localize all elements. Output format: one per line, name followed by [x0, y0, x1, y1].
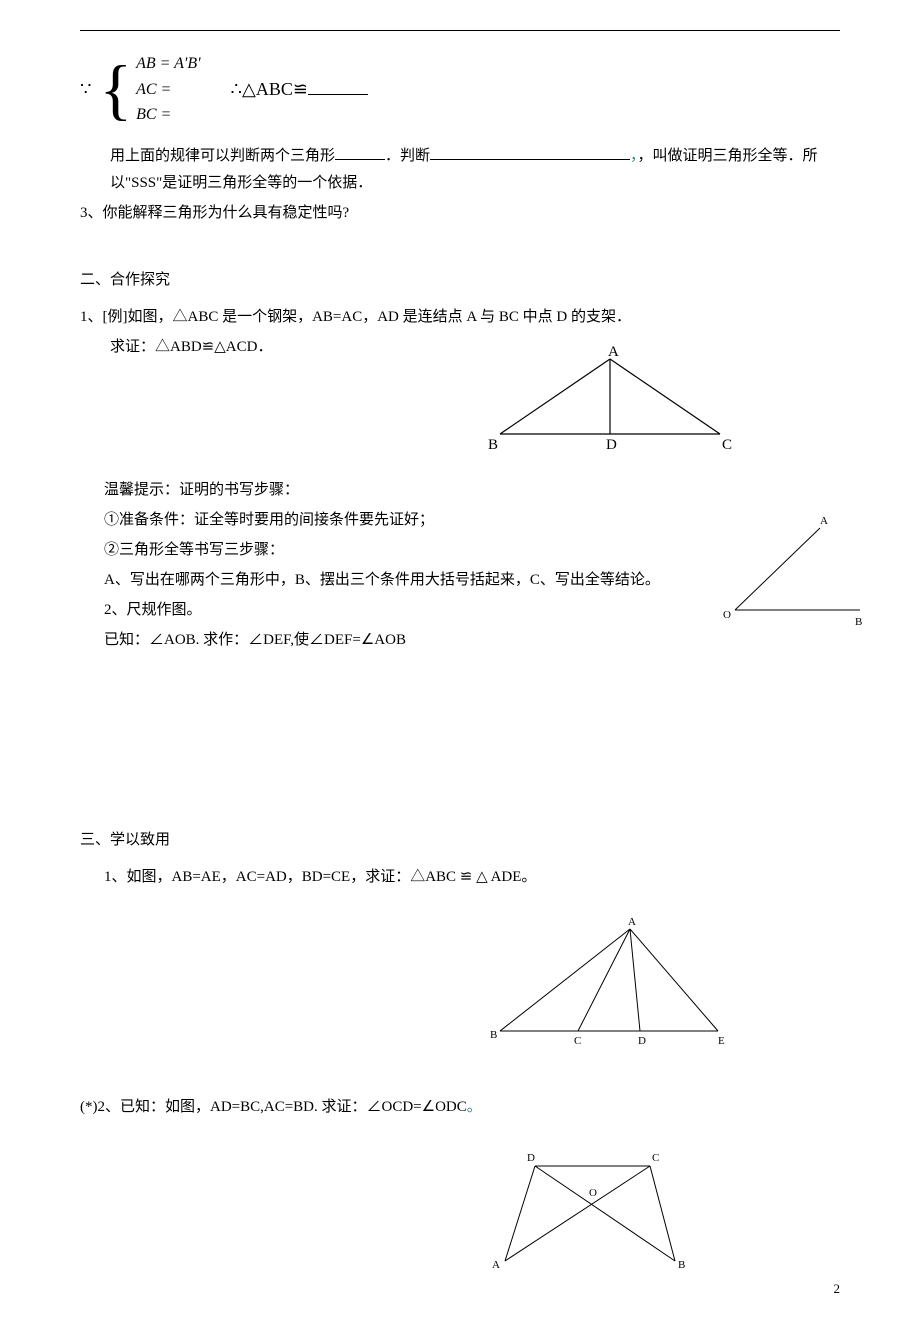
question-3: 3、你能解释三角形为什么具有稳定性吗? — [80, 200, 840, 227]
brace-line3: BC = — [136, 102, 200, 128]
svg-text:A: A — [628, 916, 636, 928]
brace-left: { — [99, 59, 132, 120]
svg-triangle-abe: A B C D E — [480, 911, 740, 1051]
therefore-text: ∴△ABC≌ — [231, 73, 368, 105]
brace-line2: AC = — [136, 77, 200, 103]
svg-text:C: C — [722, 437, 732, 453]
top-rule — [80, 30, 840, 31]
problem-2: (*)2、已知：如图，AD=BC,AC=BD. 求证：∠OCD=∠ODC。 — [80, 1094, 840, 1121]
figure-adbc: D C O A B — [480, 1141, 840, 1291]
svg-text:D: D — [606, 437, 617, 453]
svg-text:B: B — [488, 437, 498, 453]
brace-content: AB = A'B' AC = BC = — [136, 51, 200, 128]
page-number: 2 — [834, 1277, 841, 1300]
because-symbol: ∵ — [80, 73, 91, 105]
svg-text:B: B — [855, 616, 862, 628]
section-2-title: 二、合作探究 — [80, 267, 840, 294]
svg-text:D: D — [638, 1035, 646, 1047]
section-3-title: 三、学以致用 — [80, 827, 840, 854]
hint-title: 温馨提示：证明的书写步骤： — [80, 477, 840, 504]
svg-triangle-abc-d: A B D C — [480, 344, 740, 454]
brace-equations: ∵ { AB = A'B' AC = BC = ∴△ABC≌ — [80, 51, 840, 128]
svg-text:C: C — [574, 1035, 581, 1047]
figure-triangle-abe: A B C D E — [480, 911, 840, 1051]
svg-text:B: B — [678, 1259, 685, 1271]
example2-line2: 已知：∠AOB. 求作：∠DEF,使∠DEF=∠AOB — [80, 627, 840, 654]
svg-text:C: C — [652, 1152, 659, 1164]
svg-text:A: A — [608, 344, 619, 360]
svg-text:B: B — [490, 1029, 497, 1041]
figure-angle-aob: A O B — [720, 510, 880, 630]
svg-text:A: A — [820, 515, 828, 527]
brace-line1: AB = A'B' — [136, 51, 200, 77]
svg-text:O: O — [589, 1187, 597, 1199]
example1-line1: 1、[例]如图，△ABC 是一个钢架，AB=AC，AD 是连结点 A 与 BC … — [80, 304, 840, 331]
svg-angle-aob: A O B — [720, 510, 880, 630]
problem-1: 1、如图，AB=AE，AC=AD，BD=CE，求证：△ABC ≌ △ ADE。 — [80, 864, 840, 891]
svg-text:A: A — [492, 1259, 500, 1271]
svg-text:D: D — [527, 1152, 535, 1164]
svg-adbc: D C O A B — [480, 1141, 700, 1291]
svg-text:E: E — [718, 1035, 725, 1047]
svg-text:O: O — [723, 609, 731, 621]
rule-paragraph: 用上面的规律可以判断两个三角形．判断，，叫做证明三角形全等．所以"SSS"是证明… — [80, 143, 840, 197]
figure-triangle-abc-d: A B D C — [480, 344, 840, 454]
